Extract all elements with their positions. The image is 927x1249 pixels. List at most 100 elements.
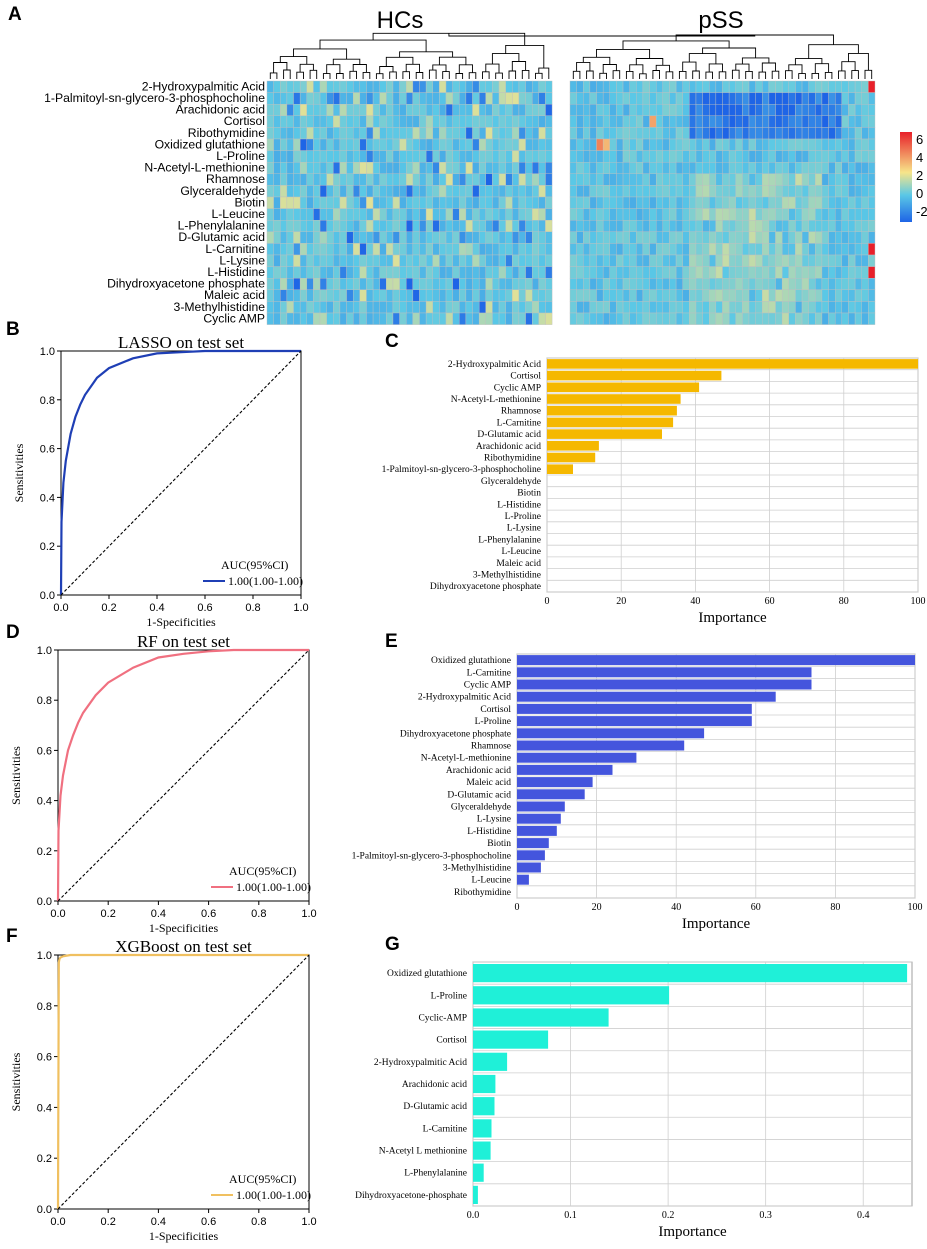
heatmap-cell (359, 301, 367, 314)
heatmap-cell (538, 312, 546, 325)
heatmap-cell (352, 289, 361, 302)
heatmap-cell (432, 312, 440, 325)
heatmap-cell (399, 196, 407, 209)
heatmap-cell (425, 127, 433, 140)
heatmap-cell (576, 243, 584, 256)
panel-label-b: B (6, 319, 20, 340)
heatmap-cell (445, 243, 453, 256)
bar-l-carnitine (473, 1119, 492, 1138)
heatmap-cell (835, 266, 843, 279)
heatmap-cell (835, 312, 843, 325)
heatmap-cell (346, 80, 354, 93)
heatmap-cell (386, 301, 394, 314)
heatmap-cell (788, 301, 796, 314)
heatmap-cell (386, 266, 394, 279)
heatmap-cell (781, 115, 789, 128)
heatmap-cell (372, 150, 380, 163)
heatmap-cell (432, 138, 440, 151)
roc-reference-line (60, 350, 302, 596)
heatmap-cell (313, 243, 321, 256)
heatmap-cell (326, 312, 334, 325)
heatmap-cell (445, 150, 453, 163)
heatmap-cell (445, 266, 453, 279)
heatmap-cell (485, 266, 493, 279)
heatmap-cell (762, 266, 770, 279)
bar-l-histidine (517, 825, 557, 836)
heatmap-cell (748, 312, 756, 325)
heatmap-cell (399, 254, 407, 267)
heatmap-cell (583, 173, 591, 186)
heatmap-cell (339, 185, 347, 198)
heatmap-cell (682, 301, 690, 314)
heatmap-cell (379, 254, 387, 267)
heatmap-cell (576, 312, 584, 325)
heatmap-cell (695, 103, 703, 116)
heatmap-cell (576, 173, 584, 186)
roc-reference-line (57, 649, 310, 902)
x-tick-label: 0.6 (197, 602, 212, 614)
heatmap-cell (788, 278, 796, 291)
heatmap-cell (459, 150, 467, 163)
heatmap-cell (795, 173, 803, 186)
heatmap-cell (722, 138, 730, 151)
heatmap-cell (319, 92, 327, 105)
heatmap-cell (485, 80, 493, 93)
heatmap-cell (689, 115, 697, 128)
heatmap-cell (492, 301, 500, 314)
heatmap-cell (505, 161, 513, 174)
heatmap-cell (293, 150, 301, 163)
heatmap-cell (868, 231, 876, 244)
heatmap-cell (266, 127, 274, 140)
heatmap-cell (675, 127, 683, 140)
heatmap-cell (525, 103, 533, 116)
y-tick-label: 0.6 (37, 1052, 52, 1064)
heatmap-cell (359, 185, 367, 198)
heatmap-cell (602, 161, 610, 174)
heatmap-cell (459, 138, 467, 151)
heatmap-cell (352, 219, 361, 232)
heatmap-cell (735, 219, 743, 232)
roc-title: XGBoost on test set (115, 937, 252, 956)
heatmap-cell (419, 289, 427, 302)
heatmap-cell (848, 289, 856, 302)
heatmap-cell (602, 150, 610, 163)
heatmap-cell (596, 289, 604, 302)
heatmap-cell (280, 254, 288, 267)
x-axis-label: Importance (682, 916, 751, 932)
heatmap-cell (406, 289, 414, 302)
heatmap-cell (655, 138, 664, 151)
heatmap-cell (695, 231, 703, 244)
heatmap-cell (372, 219, 380, 232)
heatmap-cell (425, 103, 433, 116)
heatmap-cell (602, 278, 610, 291)
heatmap-cell (821, 208, 829, 221)
heatmap-cell (622, 243, 630, 256)
heatmap-cell (339, 161, 347, 174)
heatmap-cell (861, 289, 869, 302)
heatmap-cell (498, 312, 506, 325)
heatmap-cell (596, 115, 604, 128)
heatmap-cell (532, 254, 540, 267)
heatmap-cell (452, 196, 460, 209)
heatmap-cell (333, 92, 341, 105)
heatmap-cell (273, 80, 281, 93)
heatmap-cell (854, 80, 862, 93)
heatmap-cell (715, 150, 723, 163)
y-axis-label: Sensitivities (9, 1052, 23, 1111)
heatmap-cell (755, 312, 763, 325)
heatmap-cell (406, 103, 414, 116)
heatmap-cell (280, 173, 288, 186)
heatmap-cell (655, 289, 664, 302)
heatmap-cell (379, 80, 387, 93)
heatmap-cell (538, 219, 546, 232)
heatmap-cell (828, 115, 836, 128)
heatmap-cell (505, 243, 513, 256)
heatmap-cell (306, 92, 314, 105)
heatmap-cell (616, 92, 624, 105)
heatmap-cell (399, 138, 407, 151)
heatmap-cell (861, 185, 869, 198)
heatmap-cell (728, 243, 736, 256)
heatmap-cell (655, 243, 664, 256)
heatmap-cell (722, 289, 730, 302)
heatmap-cell (868, 138, 876, 151)
